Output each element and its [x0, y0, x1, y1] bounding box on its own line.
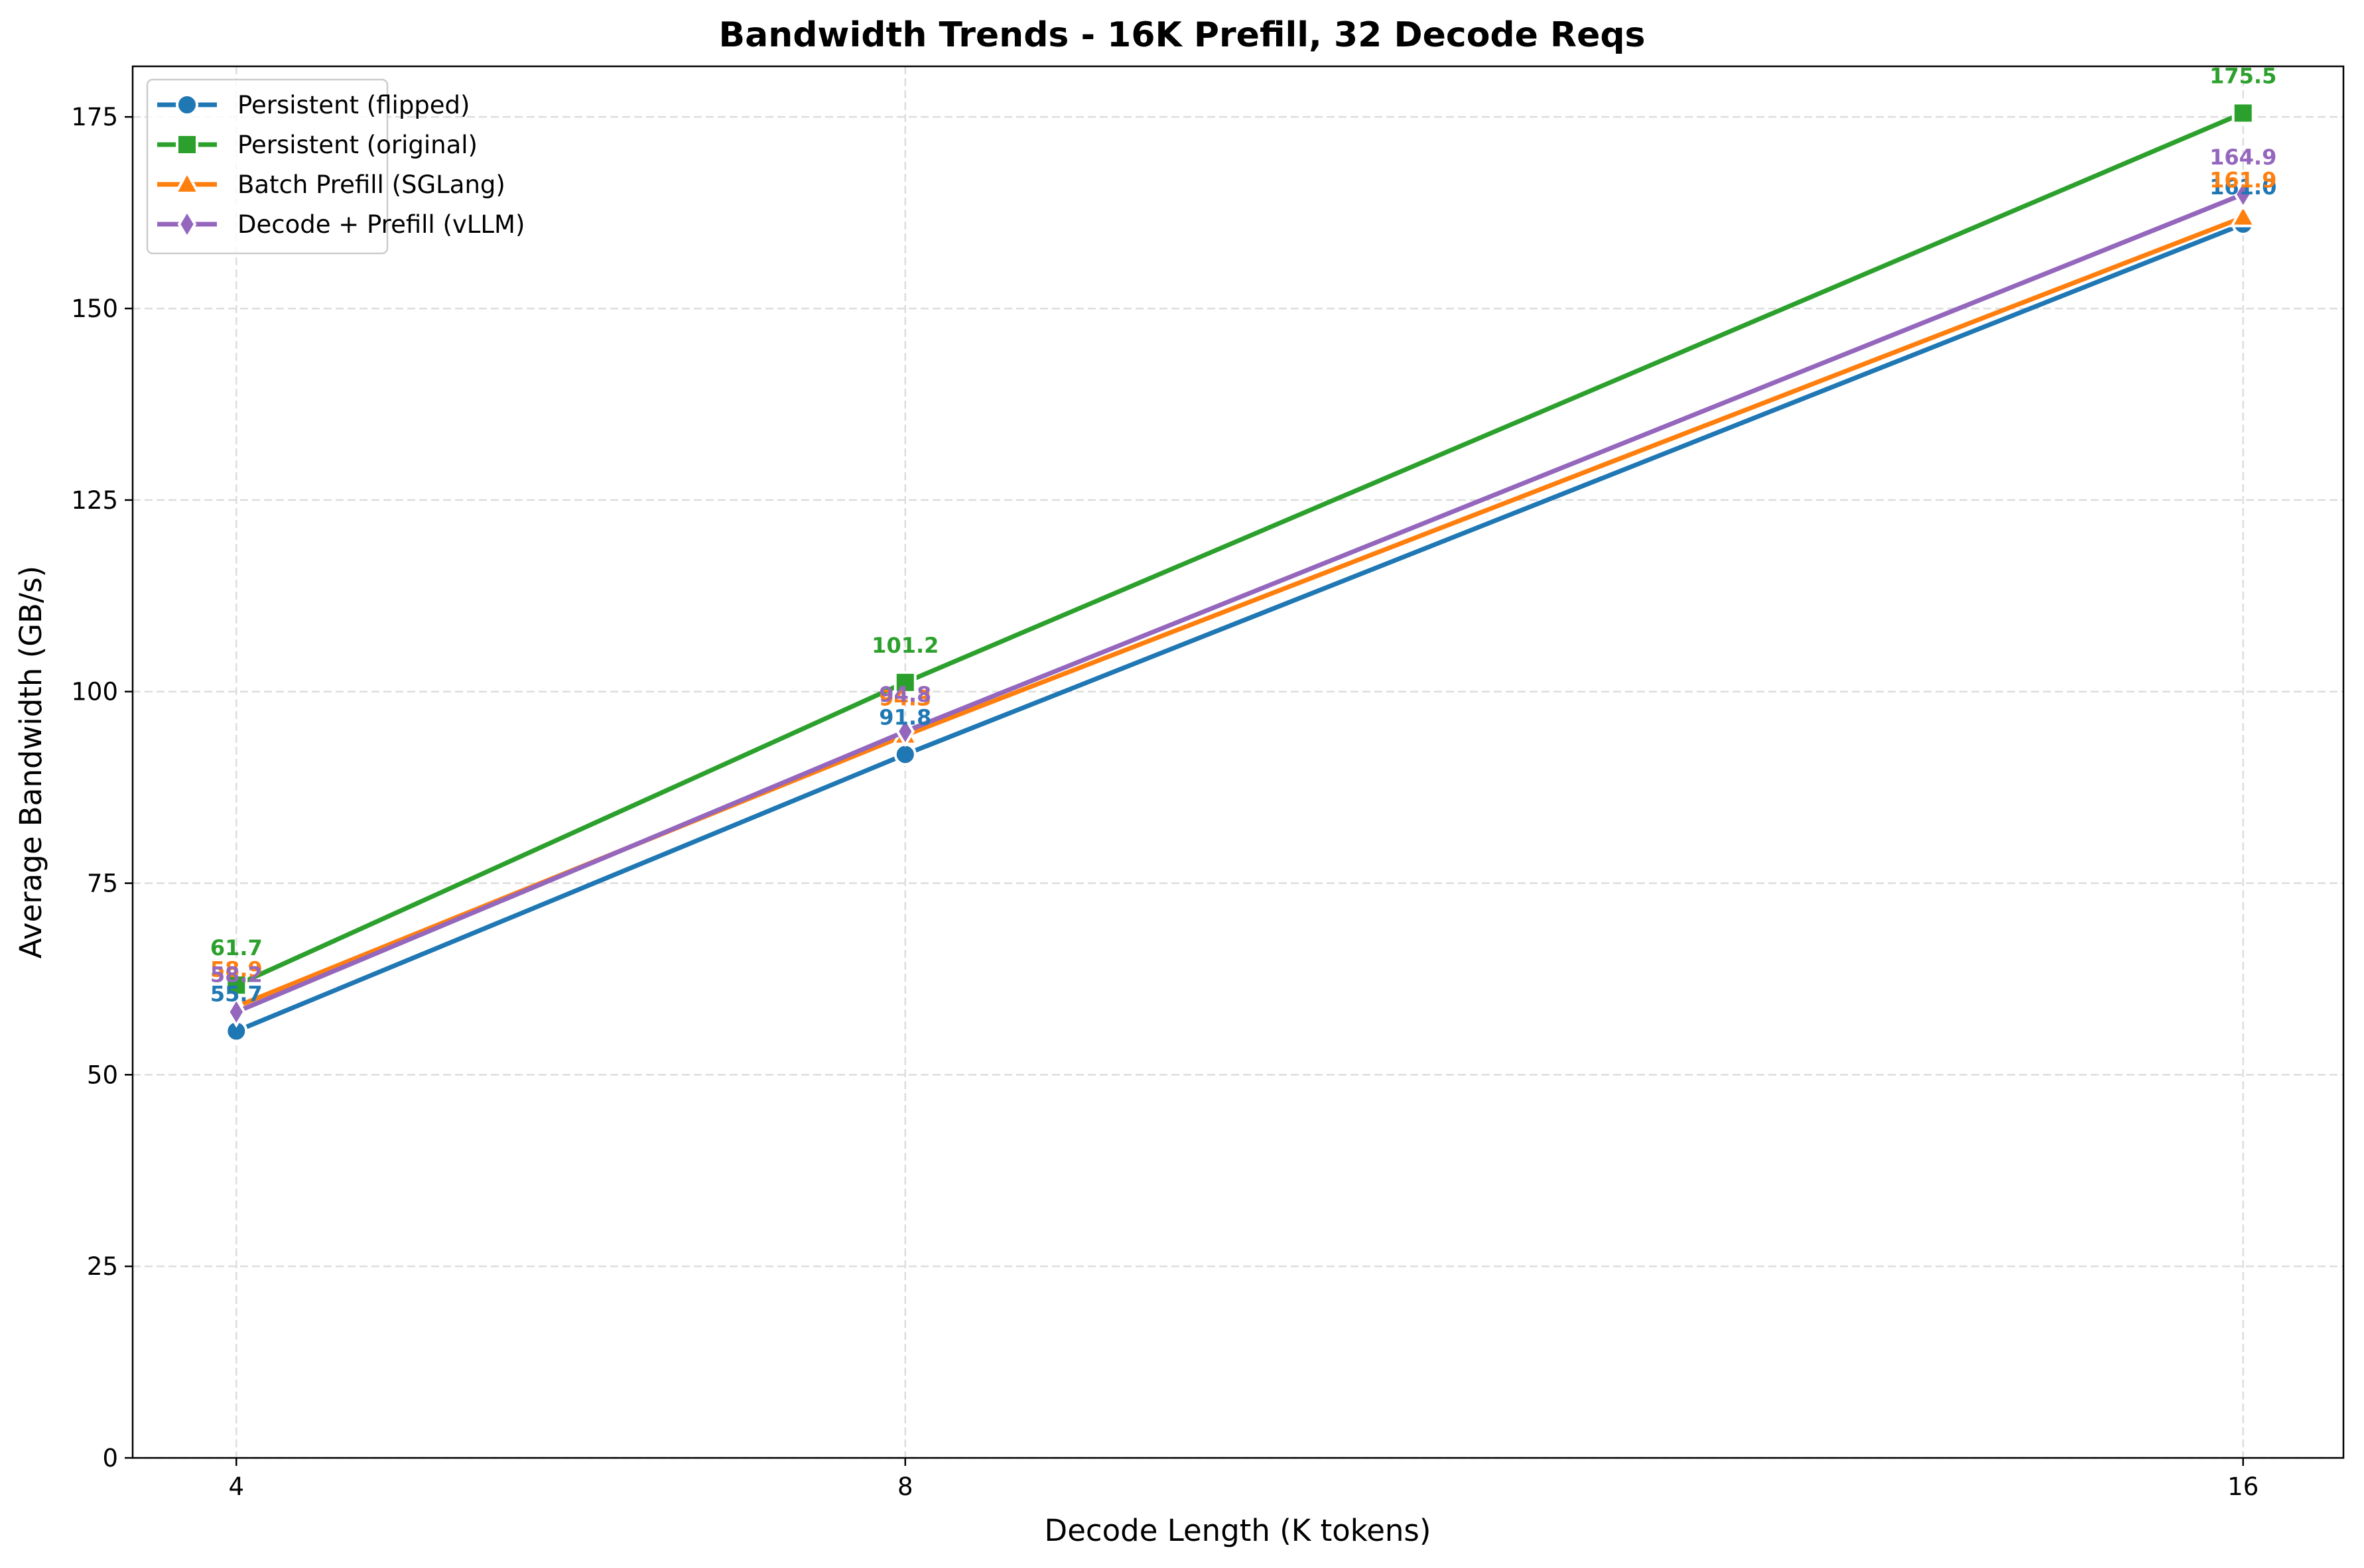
series-line: [235, 222, 2245, 1033]
data-point-diamond: [895, 715, 915, 748]
y-tick-label: 150: [71, 294, 118, 323]
legend-marker-square: [176, 133, 198, 156]
data-point-circle: [893, 743, 917, 766]
data-label: 101.2: [872, 633, 939, 658]
x-tick-label: 16: [2227, 1472, 2259, 1501]
legend-item: Batch Prefill (SGLang): [157, 169, 505, 199]
y-axis-label: Average Bandwidth (GB/s): [13, 566, 48, 958]
plot-frame: [131, 65, 2345, 1459]
data-label: 94.8: [879, 682, 931, 707]
legend-item: Persistent (flipped): [157, 91, 470, 119]
data-point-diamond: [2233, 178, 2253, 210]
data-point-square: [225, 974, 248, 997]
data-label: 161.9: [2209, 168, 2276, 193]
y-tick-label: 75: [87, 870, 118, 898]
y-tick-label: 125: [71, 486, 118, 515]
data-point-diamond: [226, 996, 246, 1028]
series-line: [235, 111, 2245, 988]
data-label: 161.0: [2209, 174, 2276, 200]
data-label: 164.9: [2209, 145, 2276, 170]
legend-marker-triangle: [173, 169, 201, 194]
series-decode-prefill-vllm: [226, 178, 2253, 1028]
y-tick-label: 100: [71, 678, 118, 706]
data-label: 94.3: [879, 686, 931, 711]
data-point-square: [893, 671, 917, 694]
data-point-triangle: [2229, 202, 2257, 228]
x-axis-label: Decode Length (K tokens): [1045, 1513, 1431, 1548]
data-label: 61.7: [210, 935, 263, 960]
legend-label: Persistent (flipped): [237, 91, 470, 119]
legend-label: Decode + Prefill (vLLM): [237, 210, 525, 239]
data-point-square: [2231, 101, 2255, 125]
chart-title: Bandwidth Trends - 16K Prefill, 32 Decod…: [718, 15, 1645, 55]
y-tick-label: 50: [87, 1061, 118, 1089]
legend-marker-circle: [176, 94, 198, 116]
series-persistent-flipped: [225, 212, 2255, 1043]
series-persistent-original: [225, 101, 2255, 997]
y-tick-label: 0: [102, 1444, 118, 1472]
grid: [133, 66, 2343, 1459]
axis-ticks: 0 25 50 75 100 125 150 175 4 8 16: [71, 103, 2259, 1501]
series-layer: [222, 101, 2257, 1043]
data-label: 58.2: [210, 962, 263, 988]
x-tick-label: 8: [897, 1472, 913, 1501]
y-tick-label: 175: [71, 103, 118, 131]
series-line: [235, 192, 2245, 1014]
legend: Persistent (flipped) Persistent (original…: [146, 78, 525, 255]
legend-label: Persistent (original): [237, 131, 478, 159]
data-label: 91.8: [879, 704, 931, 730]
legend-label: Batch Prefill (SGLang): [237, 170, 505, 199]
legend-item: Persistent (original): [157, 131, 478, 159]
data-label: 58.9: [210, 957, 263, 982]
x-tick-label: 4: [229, 1472, 245, 1501]
legend-marker-diamond: [177, 208, 197, 240]
legend-box: [146, 78, 389, 255]
y-tick-label: 25: [87, 1252, 118, 1281]
data-labels: 55.7 91.8 161.0 61.7 101.2 175.5 58.9 94.3 161.9…: [210, 63, 2277, 1006]
data-label: 175.5: [2209, 63, 2276, 88]
data-label: 55.7: [210, 982, 263, 1007]
series-batch-prefill-sglang: [222, 202, 2257, 1017]
legend-item: Decode + Prefill (vLLM): [157, 208, 525, 240]
